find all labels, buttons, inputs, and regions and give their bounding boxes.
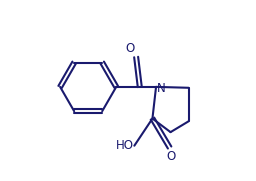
Text: HO: HO bbox=[115, 139, 133, 152]
Text: O: O bbox=[166, 150, 175, 163]
Text: O: O bbox=[125, 42, 134, 55]
Text: N: N bbox=[157, 82, 166, 95]
